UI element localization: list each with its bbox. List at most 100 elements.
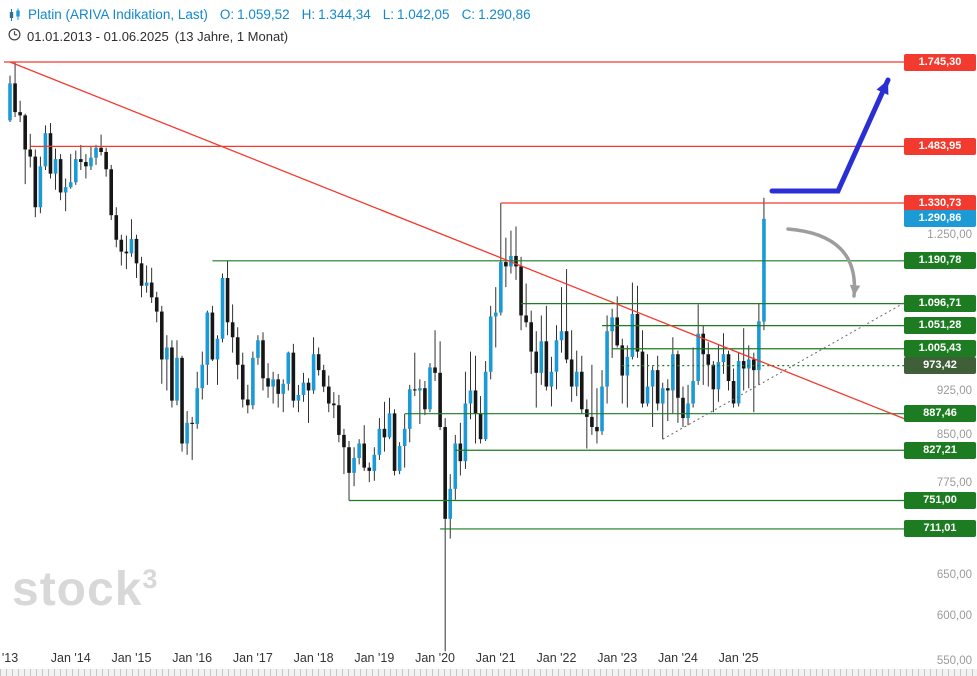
candle-body[interactable] [266,378,270,387]
candle-body[interactable] [716,362,721,390]
candle-body[interactable] [342,434,346,448]
candle-body[interactable] [686,403,690,419]
candle-body[interactable] [104,151,108,170]
candle-body[interactable] [519,266,523,316]
candle-body[interactable] [493,312,498,317]
candle-body[interactable] [397,445,402,471]
candle-body[interactable] [635,313,640,352]
candle-body[interactable] [433,367,437,373]
bullish-projection-arrow[interactable] [769,77,891,194]
candle-body[interactable] [539,341,544,373]
candle-body[interactable] [458,443,463,462]
candle-body[interactable] [691,381,695,404]
candle-body[interactable] [564,331,569,360]
candle-body[interactable] [332,403,336,406]
candle-body[interactable] [311,354,316,391]
candle-body[interactable] [574,371,579,387]
candle-body[interactable] [23,115,27,150]
candle-body[interactable] [160,311,164,360]
timeline-scrollbar[interactable] [0,669,977,676]
candle-body[interactable] [129,238,134,254]
candle-body[interactable] [170,347,174,401]
candle-body[interactable] [230,322,235,338]
candle-body[interactable] [321,370,326,387]
candle-body[interactable] [134,238,139,264]
candle-body[interactable] [731,381,736,404]
candle-body[interactable] [68,182,73,188]
candle-body[interactable] [463,403,468,462]
candle-body[interactable] [448,488,453,519]
rising-support-trendline[interactable] [662,301,906,440]
candle-body[interactable] [33,156,38,208]
candle-body[interactable] [225,278,230,323]
candle-body[interactable] [382,428,387,438]
candle-body[interactable] [84,161,88,167]
candle-body[interactable] [453,443,458,489]
candle-body[interactable] [48,133,53,174]
candle-body[interactable] [114,215,119,240]
candle-body[interactable] [554,340,559,372]
candle-body[interactable] [220,278,225,339]
candle-body[interactable] [579,371,584,410]
candle-body[interactable] [109,169,113,216]
candle-body[interactable] [185,422,189,444]
candle-body[interactable] [165,347,169,360]
candle-body[interactable] [18,112,22,116]
candle-body[interactable] [666,388,670,391]
candle-body[interactable] [569,359,574,387]
candle-body[interactable] [301,382,306,395]
candle-body[interactable] [281,383,286,394]
candle-body[interactable] [660,388,665,404]
candle-body[interactable] [94,147,98,158]
candle-body[interactable] [316,354,321,371]
candle-body[interactable] [73,159,78,183]
candle-body[interactable] [144,282,149,286]
candle-body[interactable] [499,262,503,313]
candle-body[interactable] [180,357,184,444]
candle-body[interactable] [210,312,215,360]
candle-body[interactable] [736,361,741,404]
candle-body[interactable] [200,364,205,389]
candle-body[interactable] [79,159,83,162]
candle-body[interactable] [240,364,245,400]
candle-body[interactable] [706,354,711,365]
candle-body[interactable] [478,413,483,440]
candle-body[interactable] [357,443,361,458]
candle-body[interactable] [154,297,159,312]
candle-body[interactable] [741,361,746,369]
candle-body[interactable] [473,390,478,414]
candle-body[interactable] [256,340,260,358]
candle-body[interactable] [590,416,594,428]
candle-body[interactable] [746,359,751,369]
candle-body[interactable] [326,386,331,404]
candle-body[interactable] [38,166,43,208]
candle-body[interactable] [711,364,716,390]
candle-body[interactable] [559,331,564,341]
candle-body[interactable] [615,317,619,346]
candle-body[interactable] [261,340,265,379]
candle-body[interactable] [676,354,680,398]
candle-body[interactable] [413,389,417,391]
candle-body[interactable] [286,352,291,384]
candle-body[interactable] [721,354,726,363]
candle-body[interactable] [149,282,154,298]
candle-body[interactable] [99,147,103,152]
candle-body[interactable] [418,388,422,391]
candle-body[interactable] [407,389,412,429]
candle-body[interactable] [392,413,397,471]
candle-body[interactable] [362,443,366,468]
candle-body[interactable] [271,379,275,387]
candle-body[interactable] [58,159,63,193]
candle-body[interactable] [438,372,442,428]
candle-body[interactable] [347,447,351,473]
candle-body[interactable] [483,371,488,440]
candle-body[interactable] [124,251,129,254]
candle-body[interactable] [13,83,17,113]
candle-body[interactable] [488,316,493,372]
candle-body[interactable] [605,331,609,387]
candle-body[interactable] [701,333,706,355]
candle-body[interactable] [235,337,240,365]
candle-body[interactable] [276,379,280,394]
candle-body[interactable] [377,428,382,455]
candle-body[interactable] [762,218,766,322]
